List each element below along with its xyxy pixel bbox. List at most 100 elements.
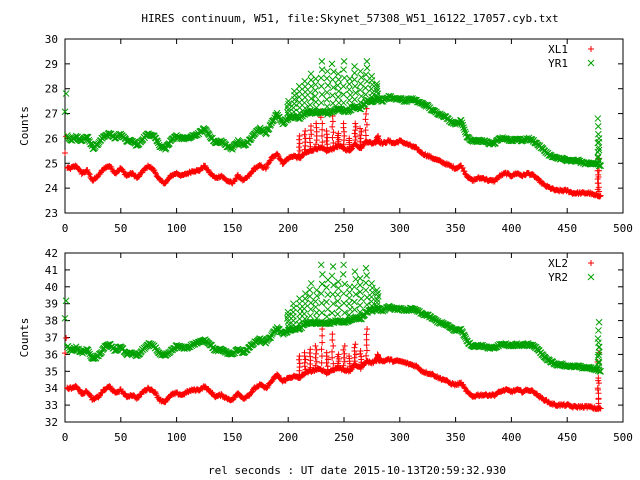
data-point [356, 274, 364, 282]
data-point [302, 356, 309, 363]
data-point [595, 390, 602, 397]
data-point [308, 123, 315, 129]
top-y-tick-label: 30 [45, 33, 58, 46]
data-point [300, 305, 308, 313]
data-point [329, 91, 336, 99]
data-point [363, 121, 370, 128]
data-point [318, 66, 326, 74]
data-point [324, 305, 332, 313]
top-x-tick-label: 200 [278, 222, 298, 235]
data-point [334, 93, 342, 101]
data-point [307, 280, 315, 287]
bottom-x-tick-label: 100 [167, 431, 187, 444]
data-point [328, 309, 336, 317]
data-point [62, 150, 68, 157]
data-point [340, 91, 347, 98]
data-point [356, 132, 363, 139]
data-point [340, 99, 347, 107]
data-point [313, 350, 320, 357]
data-point [323, 313, 331, 321]
data-point [318, 309, 326, 317]
data-point [312, 75, 320, 83]
data-point [352, 351, 359, 358]
data-point [596, 167, 603, 174]
data-point [362, 264, 370, 272]
data-point [330, 129, 337, 136]
data-point [357, 142, 364, 149]
data-point [301, 77, 309, 85]
data-point [312, 342, 319, 349]
data-point [595, 135, 603, 142]
data-point [323, 349, 330, 356]
data-point [352, 127, 359, 134]
data-point [323, 298, 330, 306]
data-point [301, 349, 308, 356]
data-point [594, 123, 602, 130]
data-point [595, 318, 603, 326]
bottom-x-tick-label: 250 [334, 431, 354, 444]
data-point [330, 342, 337, 349]
data-point [357, 295, 365, 302]
data-point [368, 72, 376, 80]
data-point [313, 358, 320, 365]
data-point [306, 312, 314, 320]
data-point [323, 127, 330, 134]
data-point [165, 175, 172, 182]
data-point [363, 342, 370, 349]
data-point [367, 85, 375, 93]
data-point [351, 298, 358, 306]
data-point [335, 130, 342, 137]
data-point [152, 169, 159, 176]
top-series-xl1 [62, 105, 604, 200]
data-point [346, 135, 353, 142]
data-point [319, 271, 326, 278]
data-point [595, 184, 602, 191]
data-point [340, 261, 347, 269]
bottom-y-axis-label: Counts [18, 318, 31, 358]
bottom-y-tick-label: 35 [45, 365, 58, 378]
data-point [358, 353, 365, 360]
data-point [323, 137, 330, 144]
data-point [324, 82, 332, 89]
data-point [290, 104, 297, 112]
bottom-y-tick-label: 42 [45, 247, 58, 260]
data-point [324, 363, 331, 370]
top-legend-marker-yr1 [587, 59, 595, 67]
data-point [323, 359, 330, 366]
data-point [120, 168, 127, 175]
data-point [375, 132, 382, 139]
data-point [324, 67, 331, 75]
data-point [318, 82, 325, 90]
data-point [312, 98, 320, 106]
data-point [267, 157, 274, 164]
data-point [352, 341, 359, 348]
data-point [363, 347, 370, 354]
data-point [330, 139, 337, 146]
bottom-y-tick-label: 33 [45, 399, 58, 412]
data-point [61, 108, 69, 116]
data-point [363, 352, 370, 359]
data-point [329, 337, 336, 344]
data-point [306, 135, 313, 142]
bottom-x-tick-label: 150 [222, 431, 242, 444]
data-point [362, 279, 370, 287]
chart-title: HIRES continuum, W51, file:Skynet_57308_… [141, 12, 558, 25]
data-point [340, 290, 348, 297]
data-point [357, 135, 364, 142]
data-point [357, 350, 364, 357]
data-point [597, 192, 604, 199]
data-point [351, 306, 358, 313]
bottom-legend-marker-xl2 [588, 260, 594, 266]
data-point [318, 132, 325, 139]
data-point [358, 128, 365, 135]
bottom-y-tick-label: 37 [45, 332, 58, 345]
data-point [352, 120, 359, 127]
data-point [363, 58, 371, 65]
data-point [362, 286, 370, 294]
bottom-x-tick-label: 300 [390, 431, 410, 444]
data-point [329, 118, 336, 125]
data-point [319, 126, 326, 133]
data-point [313, 346, 320, 353]
data-point [285, 97, 292, 105]
